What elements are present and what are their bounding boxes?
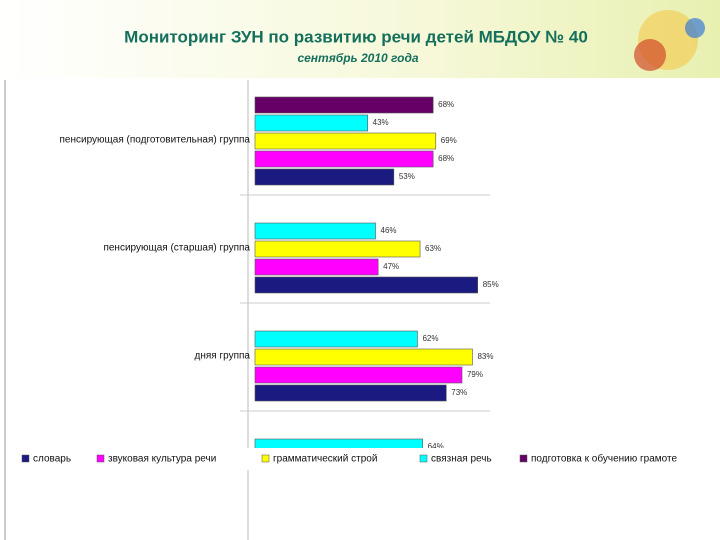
legend-box	[8, 448, 720, 470]
bar	[254, 384, 447, 402]
category-label: пенсирующая (старшая) группа	[103, 243, 250, 254]
plot: пенсирующая (подготовительная) группа 53%…	[60, 96, 499, 470]
bar	[254, 222, 376, 240]
value-label: 53%	[399, 172, 415, 181]
value-label: 83%	[477, 352, 493, 361]
decor	[634, 39, 666, 71]
legend: словарь звуковая культура речи грамматичес…	[8, 448, 720, 470]
value-label: 63%	[425, 244, 441, 253]
legend-label: звуковая культура речи	[108, 454, 216, 465]
legend-swatch	[261, 454, 270, 463]
value-label: 85%	[483, 280, 499, 289]
bar	[254, 276, 478, 294]
bar	[254, 366, 463, 384]
bar	[254, 132, 437, 150]
value-label: 47%	[383, 262, 399, 271]
legend-swatch	[21, 454, 30, 463]
value-label: 62%	[422, 334, 438, 343]
bar	[254, 96, 434, 114]
value-label: 68%	[438, 100, 454, 109]
bar	[254, 150, 434, 168]
bar	[254, 258, 379, 276]
legend-label: подготовка к обучению грамоте	[531, 453, 677, 465]
value-label: 43%	[373, 118, 389, 127]
legend-label: грамматический строй	[273, 454, 377, 465]
value-label: 79%	[467, 370, 483, 379]
bar	[254, 114, 368, 132]
value-label: 69%	[441, 136, 457, 145]
value-label: 73%	[451, 388, 467, 397]
bar	[254, 168, 395, 186]
value-label: 64%	[428, 442, 444, 451]
legend-label: связная речь	[431, 454, 492, 465]
category-label: пенсирующая (подготовительная) группа	[60, 135, 251, 146]
bar	[254, 348, 473, 366]
header-band	[0, 0, 720, 78]
legend-swatch	[419, 454, 428, 463]
decor	[685, 18, 705, 38]
bar	[254, 240, 421, 258]
subtitle: сентябрь 2010 года	[297, 51, 418, 65]
value-label: 46%	[381, 226, 397, 235]
legend-label: словарь	[33, 454, 71, 465]
category-label: дняя группа	[195, 351, 251, 362]
legend-swatch	[519, 454, 528, 463]
title: Мониторинг ЗУН по развитию речи детей МБ…	[124, 27, 588, 46]
legend-swatch	[96, 454, 105, 463]
bar	[254, 330, 418, 348]
value-label: 68%	[438, 154, 454, 163]
